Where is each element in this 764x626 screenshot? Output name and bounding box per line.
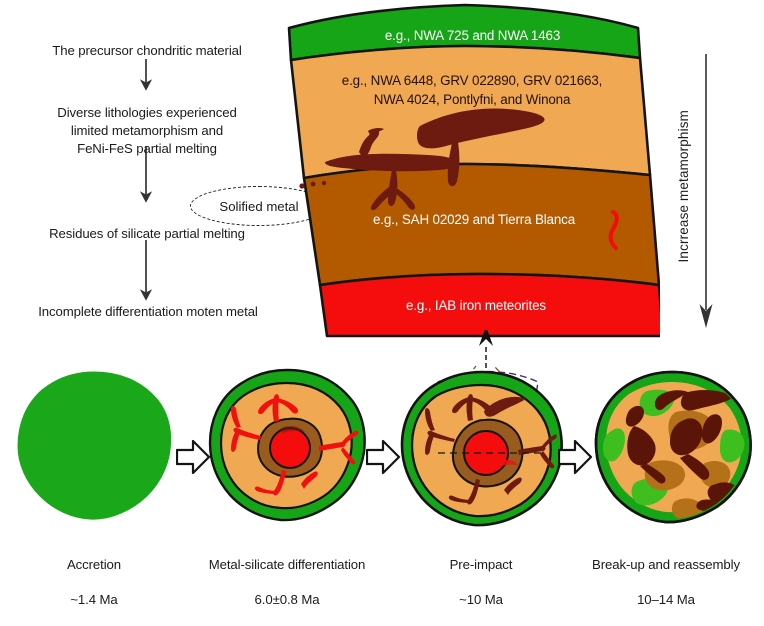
flow-step-lithologies: Diverse lithologies experienced limited … [57, 105, 237, 156]
stage-name-pre-impact: Pre-impact [449, 556, 513, 572]
stage-arrow-1 [176, 439, 211, 475]
stage-sphere-breakup [594, 370, 752, 524]
stage-sphere-differentiation [208, 368, 366, 522]
stage2-metal-veins [231, 394, 359, 496]
stage-name-differentiation: Metal-silicate differentiation [208, 556, 366, 572]
flow-step-incomplete: Incomplete differentiation moten metal [38, 304, 258, 319]
flow-step-residues: Residues of silicate partial melting [49, 226, 245, 241]
stage-arrow-3 [558, 439, 593, 475]
stage3-metal-veins [425, 394, 557, 505]
stage-caption-accretion: Accretion ~1.4 Ma [24, 538, 164, 626]
stage-age-differentiation: 6.0±0.8 Ma [254, 591, 320, 607]
wedge-red-vein [608, 210, 619, 250]
stage-sphere-accretion [17, 371, 172, 520]
stage-age-accretion: ~1.4 Ma [70, 591, 118, 607]
figure-canvas: The precursor chondritic material Divers… [17, 3, 752, 607]
stage-age-breakup: 10–14 Ma [637, 591, 695, 607]
wedge-metal-veins [299, 108, 545, 211]
stage-sphere-pre-impact [400, 370, 563, 527]
stage-caption-pre-impact: Pre-impact ~10 Ma [406, 538, 556, 626]
stage-caption-breakup: Break-up and reassembly 10–14 Ma [566, 538, 764, 626]
asteroid-cross-section-wedge [287, 3, 660, 338]
stage-name-accretion: Accretion [66, 556, 122, 572]
stage-name-breakup: Break-up and reassembly [592, 556, 740, 572]
wedge-layer-lower-mantle [302, 162, 660, 287]
stage-caption-differentiation: Metal-silicate differentiation 6.0±0.8 M… [176, 538, 398, 626]
flow-step-precursor: The precursor chondritic material [52, 43, 242, 58]
wedge-layer-core [318, 272, 660, 338]
stage-arrow-2 [366, 439, 401, 475]
stage-age-pre-impact: ~10 Ma [459, 591, 503, 607]
metamorphism-axis-label: Incrrease metamorphism [676, 110, 691, 263]
metamorphism-axis-arrow [699, 54, 713, 328]
flowchart-arrows [139, 59, 153, 301]
